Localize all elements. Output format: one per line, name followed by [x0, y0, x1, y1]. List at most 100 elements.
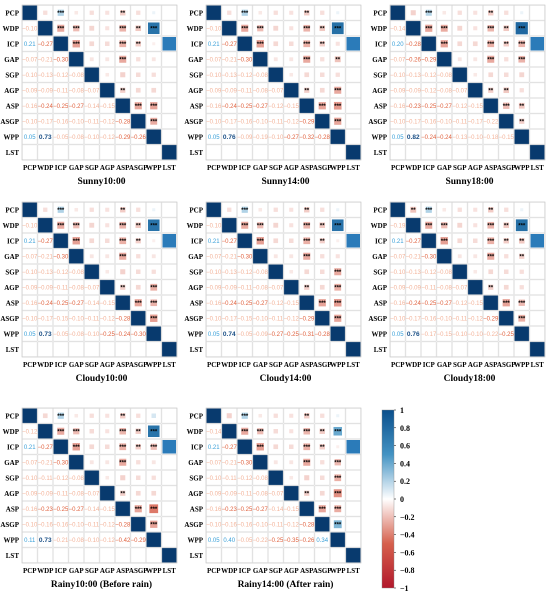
heatmap-cell [529, 82, 545, 98]
correlation-square [410, 10, 416, 16]
correlation-square [256, 40, 264, 48]
diagonal-cell [68, 454, 84, 470]
correlation-value: −0.15 [237, 316, 253, 322]
correlation-square [289, 10, 294, 15]
heatmap-cell [283, 341, 299, 357]
diagonal-cell [37, 20, 53, 36]
correlation-square [241, 206, 248, 213]
heatmap-cell [206, 129, 222, 145]
diagonal-cell [37, 217, 53, 233]
heatmap-cell [161, 501, 177, 517]
correlation-value: −0.14 [84, 507, 100, 513]
heatmap-cell [68, 129, 84, 145]
heatmap-cell [53, 532, 69, 548]
correlation-square [136, 460, 141, 465]
row-label: WPP [187, 133, 203, 141]
correlation-square [151, 269, 156, 274]
correlation-value: −0.13 [406, 270, 422, 276]
correlation-value: −0.16 [206, 104, 222, 110]
correlation-value: −0.28 [115, 316, 131, 322]
heatmap-cell [237, 532, 253, 548]
significance-stars: *** [150, 507, 158, 513]
row-label: ASP [190, 102, 204, 110]
heatmap-cell [221, 233, 237, 249]
diagonal-cell [345, 144, 361, 160]
heatmap-cell [436, 326, 452, 342]
diagonal-cell [252, 248, 268, 264]
diagonal-cell [283, 485, 299, 501]
diagonal-cell [221, 217, 237, 233]
correlation-square [105, 254, 110, 259]
correlation-square [333, 489, 342, 498]
diagonal-cell [115, 501, 131, 517]
correlation-value: −0.12 [268, 301, 284, 307]
correlation-value: −0.14 [84, 301, 100, 307]
correlation-value: −0.12 [421, 73, 437, 79]
correlation-square [89, 429, 94, 434]
column-label: ICP [239, 361, 252, 369]
heatmap-cell [146, 144, 162, 160]
correlation-value: 0.20 [392, 42, 404, 48]
correlation-value: −0.10 [206, 26, 222, 32]
column-label: ASGP [129, 164, 148, 172]
significance-stars: *** [303, 239, 311, 245]
significance-stars: ** [488, 11, 493, 17]
correlation-square [473, 269, 478, 274]
column-label: PCP [207, 567, 221, 575]
heatmap-cell [452, 326, 468, 342]
heatmap-cell [252, 310, 268, 326]
column-label: SGP [85, 164, 99, 172]
heatmap-cell [221, 516, 237, 532]
row-label: AGP [372, 284, 388, 292]
heatmap-cell [221, 485, 237, 501]
correlation-square [320, 475, 325, 480]
diagonal-cell [146, 532, 162, 548]
significance-stars: *** [241, 414, 249, 420]
correlation-value: −0.11 [268, 316, 283, 322]
heatmap-cell [206, 36, 222, 52]
correlation-value: −0.17 [406, 119, 422, 125]
heatmap-cell [84, 310, 100, 326]
diagonal-cell [314, 113, 330, 129]
significance-stars: ** [120, 208, 125, 214]
significance-stars: *** [303, 445, 311, 451]
correlation-square [334, 505, 342, 513]
heatmap-cell [529, 264, 545, 280]
heatmap-cell [206, 439, 222, 455]
heatmap-cell [436, 310, 452, 326]
correlation-value: −0.25 [268, 538, 284, 544]
heatmap-cell [221, 144, 237, 160]
correlation-square [89, 413, 94, 418]
significance-stars: ** [504, 239, 509, 245]
significance-stars: *** [241, 208, 249, 214]
correlation-square [119, 237, 127, 245]
correlation-value: −0.08 [69, 88, 85, 94]
row-label: ICP [191, 237, 204, 245]
correlation-square [336, 414, 340, 418]
row-label: WPP [371, 330, 387, 338]
correlation-square [135, 41, 141, 47]
heatmap-cell [452, 144, 468, 160]
correlation-square [319, 428, 325, 434]
significance-stars: *** [334, 104, 342, 110]
correlation-value: −0.07 [268, 491, 284, 497]
correlation-square [472, 41, 478, 47]
row-label: AGP [188, 490, 204, 498]
heatmap-cell [37, 341, 53, 357]
significance-stars: ** [304, 88, 309, 94]
correlation-square [319, 444, 325, 450]
heatmap-cell [22, 36, 38, 52]
significance-stars: *** [425, 223, 433, 229]
correlation-square [89, 10, 94, 15]
heatmap-cell [161, 516, 177, 532]
correlation-value: −0.21 [53, 538, 69, 544]
heatmap-cell [452, 310, 468, 326]
row-label: ICP [7, 40, 20, 48]
significance-stars: *** [487, 26, 495, 32]
correlation-square [304, 87, 310, 93]
correlation-square [57, 9, 64, 16]
heatmap-cell [84, 129, 100, 145]
correlation-square [504, 207, 509, 212]
heatmap-cell [514, 144, 530, 160]
correlation-value: −0.16 [421, 316, 437, 322]
